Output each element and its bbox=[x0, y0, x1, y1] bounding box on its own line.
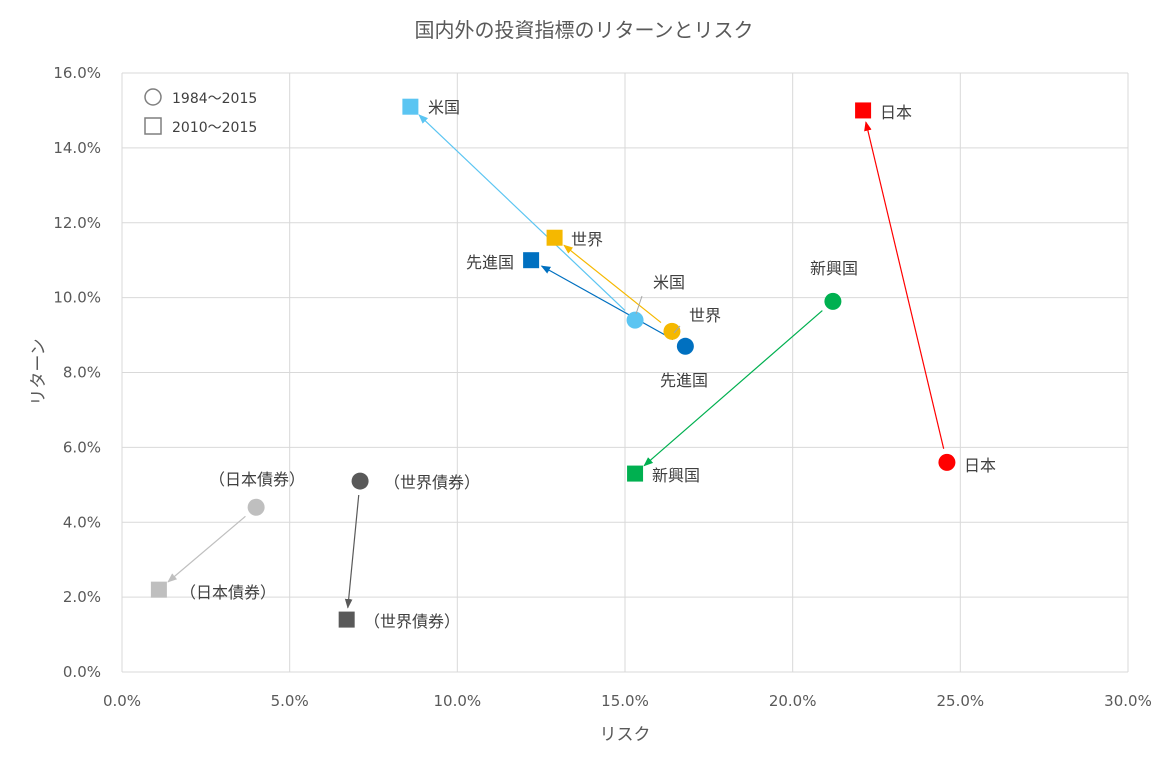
label-2010-米国: 米国 bbox=[428, 98, 460, 117]
point-2010-米国 bbox=[402, 98, 419, 115]
point-1984-世界 bbox=[663, 322, 681, 340]
x-tick-label: 10.0% bbox=[434, 692, 482, 710]
arrow-日本債券 bbox=[167, 515, 246, 583]
y-tick-label: 8.0% bbox=[63, 364, 101, 382]
arrow-先進国 bbox=[540, 265, 674, 340]
legend-label-1984: 1984〜2015 bbox=[172, 91, 257, 107]
leader-line bbox=[673, 325, 681, 334]
y-tick-label: 16.0% bbox=[53, 64, 101, 82]
leader-line bbox=[635, 295, 643, 315]
label-2010-日本債券: （日本債券） bbox=[180, 583, 276, 602]
legend-label-2010: 2010〜2015 bbox=[172, 120, 257, 136]
y-tick-label: 12.0% bbox=[53, 214, 101, 232]
label-2010-先進国: 先進国 bbox=[466, 253, 514, 272]
point-2010-新興国 bbox=[627, 465, 644, 482]
y-tick-label: 2.0% bbox=[63, 588, 101, 606]
y-tick-label: 14.0% bbox=[53, 139, 101, 157]
label-1984-世界債券: （世界債券） bbox=[384, 473, 480, 492]
label-1984-先進国: 先進国 bbox=[660, 371, 708, 390]
x-tick-label: 5.0% bbox=[271, 692, 309, 710]
label-1984-日本債券: （日本債券） bbox=[209, 470, 305, 489]
label-2010-世界債券: （世界債券） bbox=[364, 612, 460, 631]
arrow-米国 bbox=[418, 114, 626, 311]
arrow-世界 bbox=[563, 244, 662, 324]
y-tick-label: 6.0% bbox=[63, 438, 101, 456]
y-tick-label: 10.0% bbox=[53, 289, 101, 307]
label-1984-新興国: 新興国 bbox=[810, 259, 858, 278]
label-1984-米国: 米国 bbox=[653, 273, 685, 292]
x-tick-label: 0.0% bbox=[103, 692, 141, 710]
x-tick-label: 30.0% bbox=[1104, 692, 1152, 710]
point-1984-世界債券 bbox=[351, 472, 369, 490]
x-axis-title: リスク bbox=[600, 725, 651, 745]
point-2010-日本 bbox=[855, 102, 872, 119]
point-1984-先進国 bbox=[676, 337, 694, 355]
point-1984-米国 bbox=[626, 311, 644, 329]
y-axis-title: リターン bbox=[29, 338, 49, 405]
arrow-世界債券 bbox=[344, 494, 360, 609]
point-1984-新興国 bbox=[824, 292, 842, 310]
point-1984-日本債券 bbox=[247, 498, 265, 516]
point-2010-世界 bbox=[546, 229, 563, 246]
y-tick-label: 4.0% bbox=[63, 513, 101, 531]
label-2010-世界: 世界 bbox=[571, 230, 603, 249]
legend-square-marker bbox=[144, 117, 162, 135]
x-tick-label: 20.0% bbox=[769, 692, 817, 710]
y-tick-label: 0.0% bbox=[63, 663, 101, 681]
arrow-新興国 bbox=[643, 310, 823, 467]
label-1984-世界: 世界 bbox=[689, 306, 721, 325]
chart-title: 国内外の投資指標のリターンとリスク bbox=[415, 18, 754, 42]
x-tick-label: 15.0% bbox=[601, 692, 649, 710]
point-2010-先進国 bbox=[523, 252, 540, 269]
point-1984-日本 bbox=[938, 453, 956, 471]
point-2010-世界債券 bbox=[338, 611, 355, 628]
arrow-日本 bbox=[864, 121, 945, 449]
x-tick-label: 25.0% bbox=[937, 692, 985, 710]
point-2010-日本債券 bbox=[150, 581, 167, 598]
label-2010-新興国: 新興国 bbox=[652, 466, 700, 485]
label-2010-日本: 日本 bbox=[880, 103, 912, 122]
label-1984-日本: 日本 bbox=[964, 456, 996, 475]
legend: 1984〜2015 2010〜2015 bbox=[144, 88, 257, 136]
legend-circle-marker bbox=[144, 88, 162, 106]
